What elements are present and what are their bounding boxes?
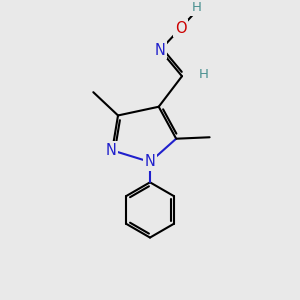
Text: O: O [175, 21, 186, 36]
Text: N: N [155, 43, 166, 58]
Text: H: H [199, 68, 209, 81]
Text: N: N [105, 143, 116, 158]
Text: H: H [192, 2, 202, 14]
Text: N: N [145, 154, 155, 169]
